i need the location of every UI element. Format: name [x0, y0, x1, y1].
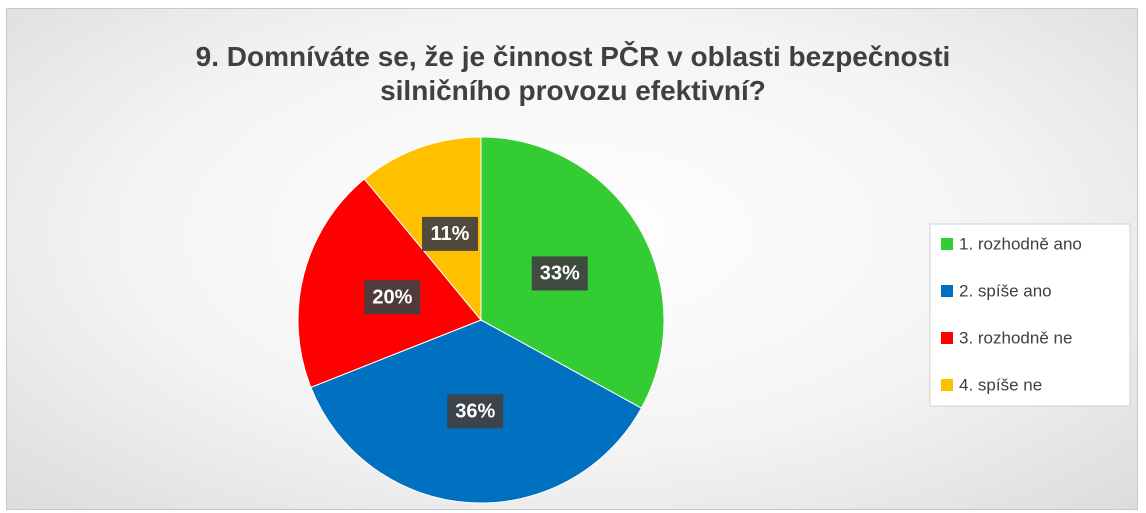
legend-box — [929, 223, 1131, 407]
legend-swatch — [941, 379, 953, 391]
data-label-box — [447, 394, 504, 429]
data-label: 20% — [372, 287, 412, 309]
legend-label: 4. spíše ne — [959, 375, 1042, 394]
legend-label: 1. rozhodně ano — [959, 234, 1082, 253]
data-label: 33% — [540, 263, 580, 285]
legend-swatch — [941, 238, 953, 250]
chart-title: 9. Domníváte se, že je činnost PČR v obl… — [195, 41, 951, 106]
legend-label: 3. rozhodně ne — [959, 328, 1072, 347]
data-label-box — [531, 256, 588, 291]
data-label: 11% — [431, 223, 470, 245]
data-label-box — [422, 216, 479, 251]
data-label-box — [364, 280, 421, 315]
legend-swatch — [941, 332, 953, 344]
data-label: 36% — [455, 401, 495, 423]
legend-swatch — [941, 285, 953, 297]
legend-label: 2. spíše ano — [959, 281, 1052, 300]
